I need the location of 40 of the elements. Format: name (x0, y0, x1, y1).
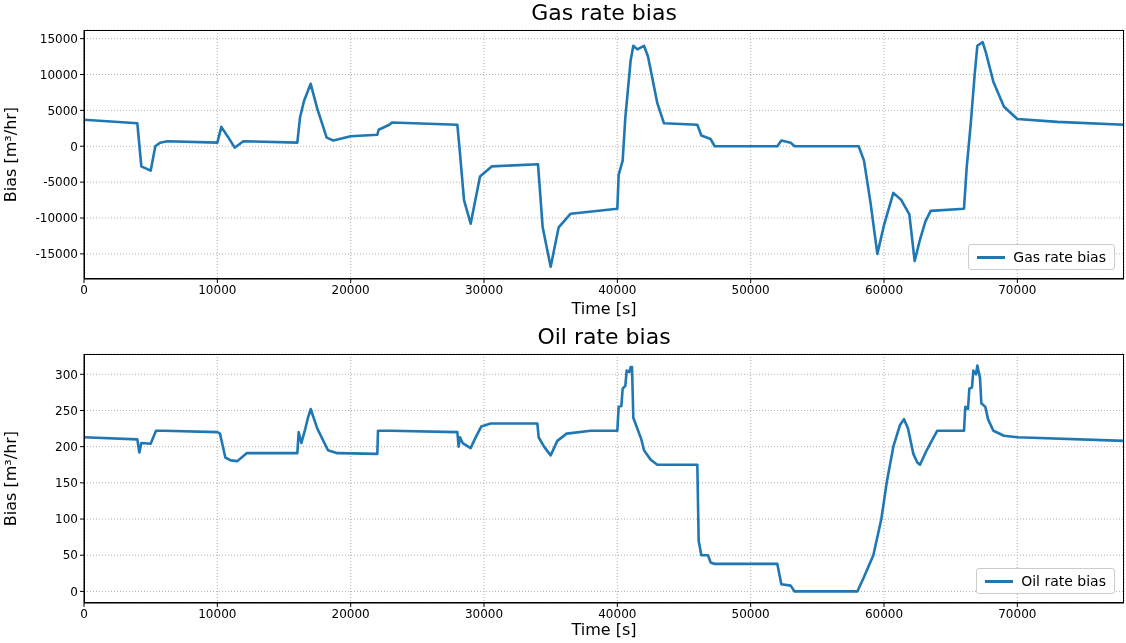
y-tick-label: -5000 (43, 175, 78, 190)
x-tick-label: 50000 (731, 606, 770, 621)
x-axis-title: Time [s] (570, 299, 637, 318)
y-tick-label: 300 (55, 367, 78, 382)
y-tick-label: 5000 (47, 103, 78, 118)
chart-title: Oil rate bias (536, 324, 672, 349)
y-tick-label: 0 (70, 139, 78, 154)
y-tick-label: 10000 (39, 67, 78, 82)
y-tick-label: 150 (55, 476, 78, 491)
y-axis-title: Bias [m³/hr] (0, 430, 20, 527)
x-tick-label: 40000 (598, 606, 637, 621)
legend-label: Oil rate bias (1021, 572, 1106, 591)
x-tick-label: 50000 (731, 282, 770, 297)
y-tick-label: 250 (55, 403, 78, 418)
x-tick-label: 30000 (464, 282, 504, 297)
x-tick-label: 20000 (331, 606, 370, 621)
x-tick-label: 60000 (864, 282, 904, 297)
line-series (84, 40, 1124, 269)
x-tick-label: 10000 (198, 282, 237, 297)
line-series (84, 364, 1124, 593)
x-axis-title: Time [s] (570, 620, 637, 639)
y-tick-label: 0 (70, 584, 78, 599)
y-tick-label: 200 (55, 439, 78, 454)
y-tick-label: -15000 (35, 247, 78, 262)
y-tick-label: -10000 (35, 211, 78, 226)
chart-title: Gas rate bias (530, 0, 678, 25)
x-tick-label: 70000 (998, 606, 1037, 621)
y-tick-label: 50 (62, 548, 78, 563)
x-tick-label: 10000 (198, 606, 237, 621)
y-axis-title: Bias [m³/hr] (0, 106, 20, 203)
y-tick-label: 15000 (39, 31, 78, 46)
x-tick-label: 60000 (864, 606, 904, 621)
legend-label: Gas rate bias (1013, 248, 1106, 267)
x-tick-label: 20000 (331, 282, 370, 297)
x-tick-label: 70000 (998, 282, 1037, 297)
x-tick-label: 30000 (464, 606, 504, 621)
x-tick-label: 40000 (598, 282, 637, 297)
x-tick-label: 0 (80, 282, 88, 297)
x-tick-label: 0 (80, 606, 88, 621)
y-tick-label: 100 (55, 512, 78, 527)
